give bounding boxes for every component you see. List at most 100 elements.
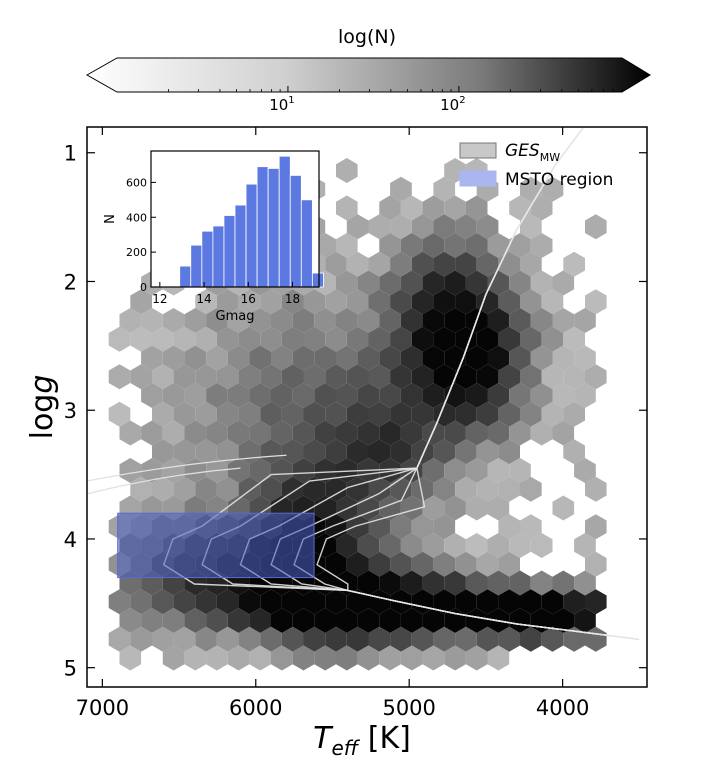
- hexbin-cell: [281, 589, 304, 615]
- hexbin-cell: [487, 383, 510, 408]
- inset-y-tick-label: 0: [140, 281, 147, 294]
- hexbin-cell: [530, 270, 553, 296]
- hexbin-cell: [400, 608, 423, 633]
- hexbin-cell: [433, 289, 456, 315]
- hexbin-cell: [455, 214, 477, 240]
- hexbin-cell: [141, 383, 163, 408]
- hexbin-cell: [130, 364, 152, 390]
- hexbin-cell: [444, 383, 466, 408]
- hexbin-cell: [487, 570, 510, 596]
- hexbin-cell: [249, 458, 271, 483]
- hexbin-cell: [357, 383, 380, 408]
- hexbin-cell: [422, 308, 445, 333]
- hexbin-cell: [357, 570, 380, 596]
- hexbin-cell: [357, 270, 380, 296]
- hexbin-cell: [530, 345, 553, 371]
- hexbin-cell: [444, 570, 466, 596]
- hexbin-cell: [119, 458, 142, 483]
- hexbin-cell: [487, 233, 510, 258]
- hexbin-cell: [346, 326, 369, 352]
- hexbin-cell: [152, 476, 174, 502]
- x-tick-label: 7000: [76, 696, 129, 720]
- hexbin-cell: [152, 589, 174, 615]
- hexbin-cell: [498, 589, 520, 615]
- hexbin-cell: [260, 439, 282, 465]
- hexbin-cell: [260, 364, 282, 390]
- hexbin-cell: [141, 420, 163, 446]
- hexbin-cell: [379, 308, 401, 333]
- hexbin-cell: [346, 514, 369, 540]
- hexbin-cell: [585, 364, 607, 390]
- histogram-bar: [190, 244, 203, 288]
- hexbin-cell: [455, 401, 477, 427]
- hexbin-cell: [444, 458, 466, 483]
- hexbin-cell: [314, 420, 336, 446]
- histogram-bar: [234, 204, 247, 288]
- hexbin-cell: [498, 401, 520, 427]
- hexbin-cell: [400, 383, 423, 408]
- hexbin-cell: [422, 570, 445, 596]
- colorbar-label: log(N): [338, 26, 396, 48]
- hexbin-cell: [336, 270, 358, 296]
- histogram-bar: [300, 199, 313, 288]
- hexbin-cell: [422, 345, 445, 371]
- histogram-bar: [245, 183, 258, 288]
- hexbin-cell: [303, 626, 326, 652]
- hexbin-cell: [433, 439, 456, 465]
- hexbin-cell: [292, 645, 315, 671]
- inset-bars: [179, 155, 324, 288]
- hexbin-cell: [303, 401, 326, 427]
- hexbin-cell: [574, 308, 596, 333]
- inset-x-title: Gmag: [216, 309, 255, 324]
- hexbin-cell: [195, 589, 217, 615]
- hexbin-cell: [509, 533, 531, 558]
- hexbin-cell: [303, 589, 326, 615]
- hexbin-cell: [130, 326, 152, 352]
- hexbin-cell: [227, 608, 250, 633]
- hexbin-cell: [292, 383, 315, 408]
- hexbin-cell: [541, 626, 564, 652]
- hexbin-cell: [400, 420, 423, 446]
- hexbin-cell: [400, 345, 423, 371]
- hexbin-cell: [368, 626, 391, 652]
- hexbin-cell: [336, 420, 358, 446]
- hexbin-cell: [238, 626, 261, 652]
- hexbin-cell: [281, 401, 304, 427]
- hexbin-cell: [271, 420, 293, 446]
- hexbin-cell: [249, 420, 271, 446]
- hexbin-cell: [476, 251, 499, 277]
- y-tick-label: 3: [64, 399, 77, 423]
- hexbin-cell: [346, 364, 369, 390]
- hexbin-cell: [465, 383, 488, 408]
- hexbin-cell: [368, 401, 391, 427]
- hexbin-cell: [465, 420, 488, 446]
- hexbin-cell: [325, 289, 347, 315]
- hexbin-cell: [444, 270, 466, 296]
- hexbin-cell: [476, 476, 499, 502]
- histogram-bar: [179, 265, 192, 288]
- hexbin-cell: [346, 251, 369, 277]
- hexbin-cell: [249, 345, 271, 371]
- hexbin-cell: [476, 626, 499, 652]
- inset-y-ticks: 0 200 400 600: [126, 176, 156, 294]
- hexbin-cell: [520, 626, 542, 652]
- hexbin-cell: [173, 626, 196, 652]
- hexbin-cell: [325, 401, 347, 427]
- hexbin-cell: [238, 326, 261, 352]
- y-tick-label: 4: [64, 528, 77, 552]
- hexbin-cell: [400, 533, 423, 558]
- hexbin-cell: [368, 551, 391, 577]
- hexbin-cell: [346, 551, 369, 577]
- hexbin-cell: [509, 233, 531, 258]
- msto-region-rect: [117, 512, 315, 579]
- hexbin-cell: [260, 401, 282, 427]
- hexbin-cell: [422, 495, 445, 521]
- hexbin-cell: [487, 270, 510, 296]
- hexbin-cell: [314, 383, 336, 408]
- hexbin-cell: [400, 570, 423, 596]
- hexbin-cell: [433, 176, 456, 202]
- hexbin-cell: [400, 308, 423, 333]
- inset-x-tick-label: 12: [152, 292, 167, 306]
- hexbin-cell: [141, 608, 163, 633]
- hexbin-cell: [227, 420, 250, 446]
